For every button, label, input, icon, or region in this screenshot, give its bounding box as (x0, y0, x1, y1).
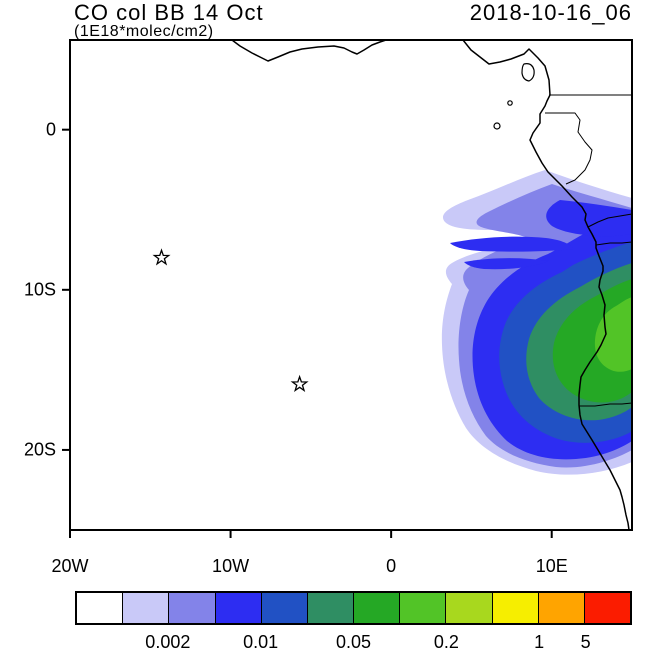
star-marker (290, 374, 309, 392)
island-markers (152, 248, 309, 392)
colorbar-cell (537, 593, 584, 623)
contour-level4-coastal-patch (546, 200, 632, 237)
y-axis-tick-label: 0 (45, 119, 56, 140)
y-axis-tick-label: 20S (23, 439, 56, 460)
colorbar-cell (122, 593, 169, 623)
plot-title: CO col BB 14 Oct (74, 0, 264, 25)
colorbar-cell (168, 593, 215, 623)
contour-level4-filament (464, 258, 549, 270)
colorbar-cell (445, 593, 492, 623)
colorbar-cell (583, 593, 631, 623)
plot-datetime: 2018-10-16_06 (469, 0, 632, 25)
contour-layers (441, 170, 632, 475)
colorbar-labels: 0.002 0.01 0.05 0.2 1 5 (75, 632, 632, 656)
colorbar-tick-label: 0.002 (145, 632, 191, 652)
colorbar-cell (214, 593, 261, 623)
y-axis-tick-label: 10S (23, 279, 56, 300)
colorbar-tick-label: 5 (580, 632, 591, 652)
contour-level4-filament (450, 236, 574, 252)
colorbar-cell (260, 593, 307, 623)
bioko-island (521, 63, 535, 82)
gulf-of-guinea-coastline (231, 40, 387, 62)
colorbar-cell (77, 593, 123, 623)
x-axis-tick-label: 10W (212, 556, 250, 576)
axis-ticks (62, 128, 553, 538)
colorbar-tick-label: 1 (534, 632, 545, 652)
colorbar-cell (491, 593, 538, 623)
colorbar-tick-label: 0.01 (243, 632, 279, 652)
country-border (545, 112, 593, 185)
country-border (579, 402, 632, 407)
plot-units: (1E18*molec/cm2) (74, 23, 214, 40)
colorbar-cell (306, 593, 354, 623)
colorbar-cell (399, 593, 446, 623)
colorbar (75, 591, 632, 625)
principe-island (507, 100, 513, 106)
map-frame (69, 39, 633, 531)
colorbar-tick-label: 0.05 (335, 632, 372, 652)
country-border (587, 213, 632, 228)
star-marker (152, 248, 171, 266)
colorbar-cell (353, 593, 400, 623)
colorbar-tick-label: 0.2 (433, 632, 459, 652)
contour-level8-region (594, 297, 632, 372)
country-border (595, 241, 632, 246)
x-axis-tick-label: 20W (51, 556, 89, 576)
x-axis-tick-label: 0 (386, 556, 397, 576)
sao-tome-island (493, 122, 501, 130)
x-axis-tick-label: 10E (535, 556, 568, 576)
africa-west-coastline (462, 40, 630, 530)
